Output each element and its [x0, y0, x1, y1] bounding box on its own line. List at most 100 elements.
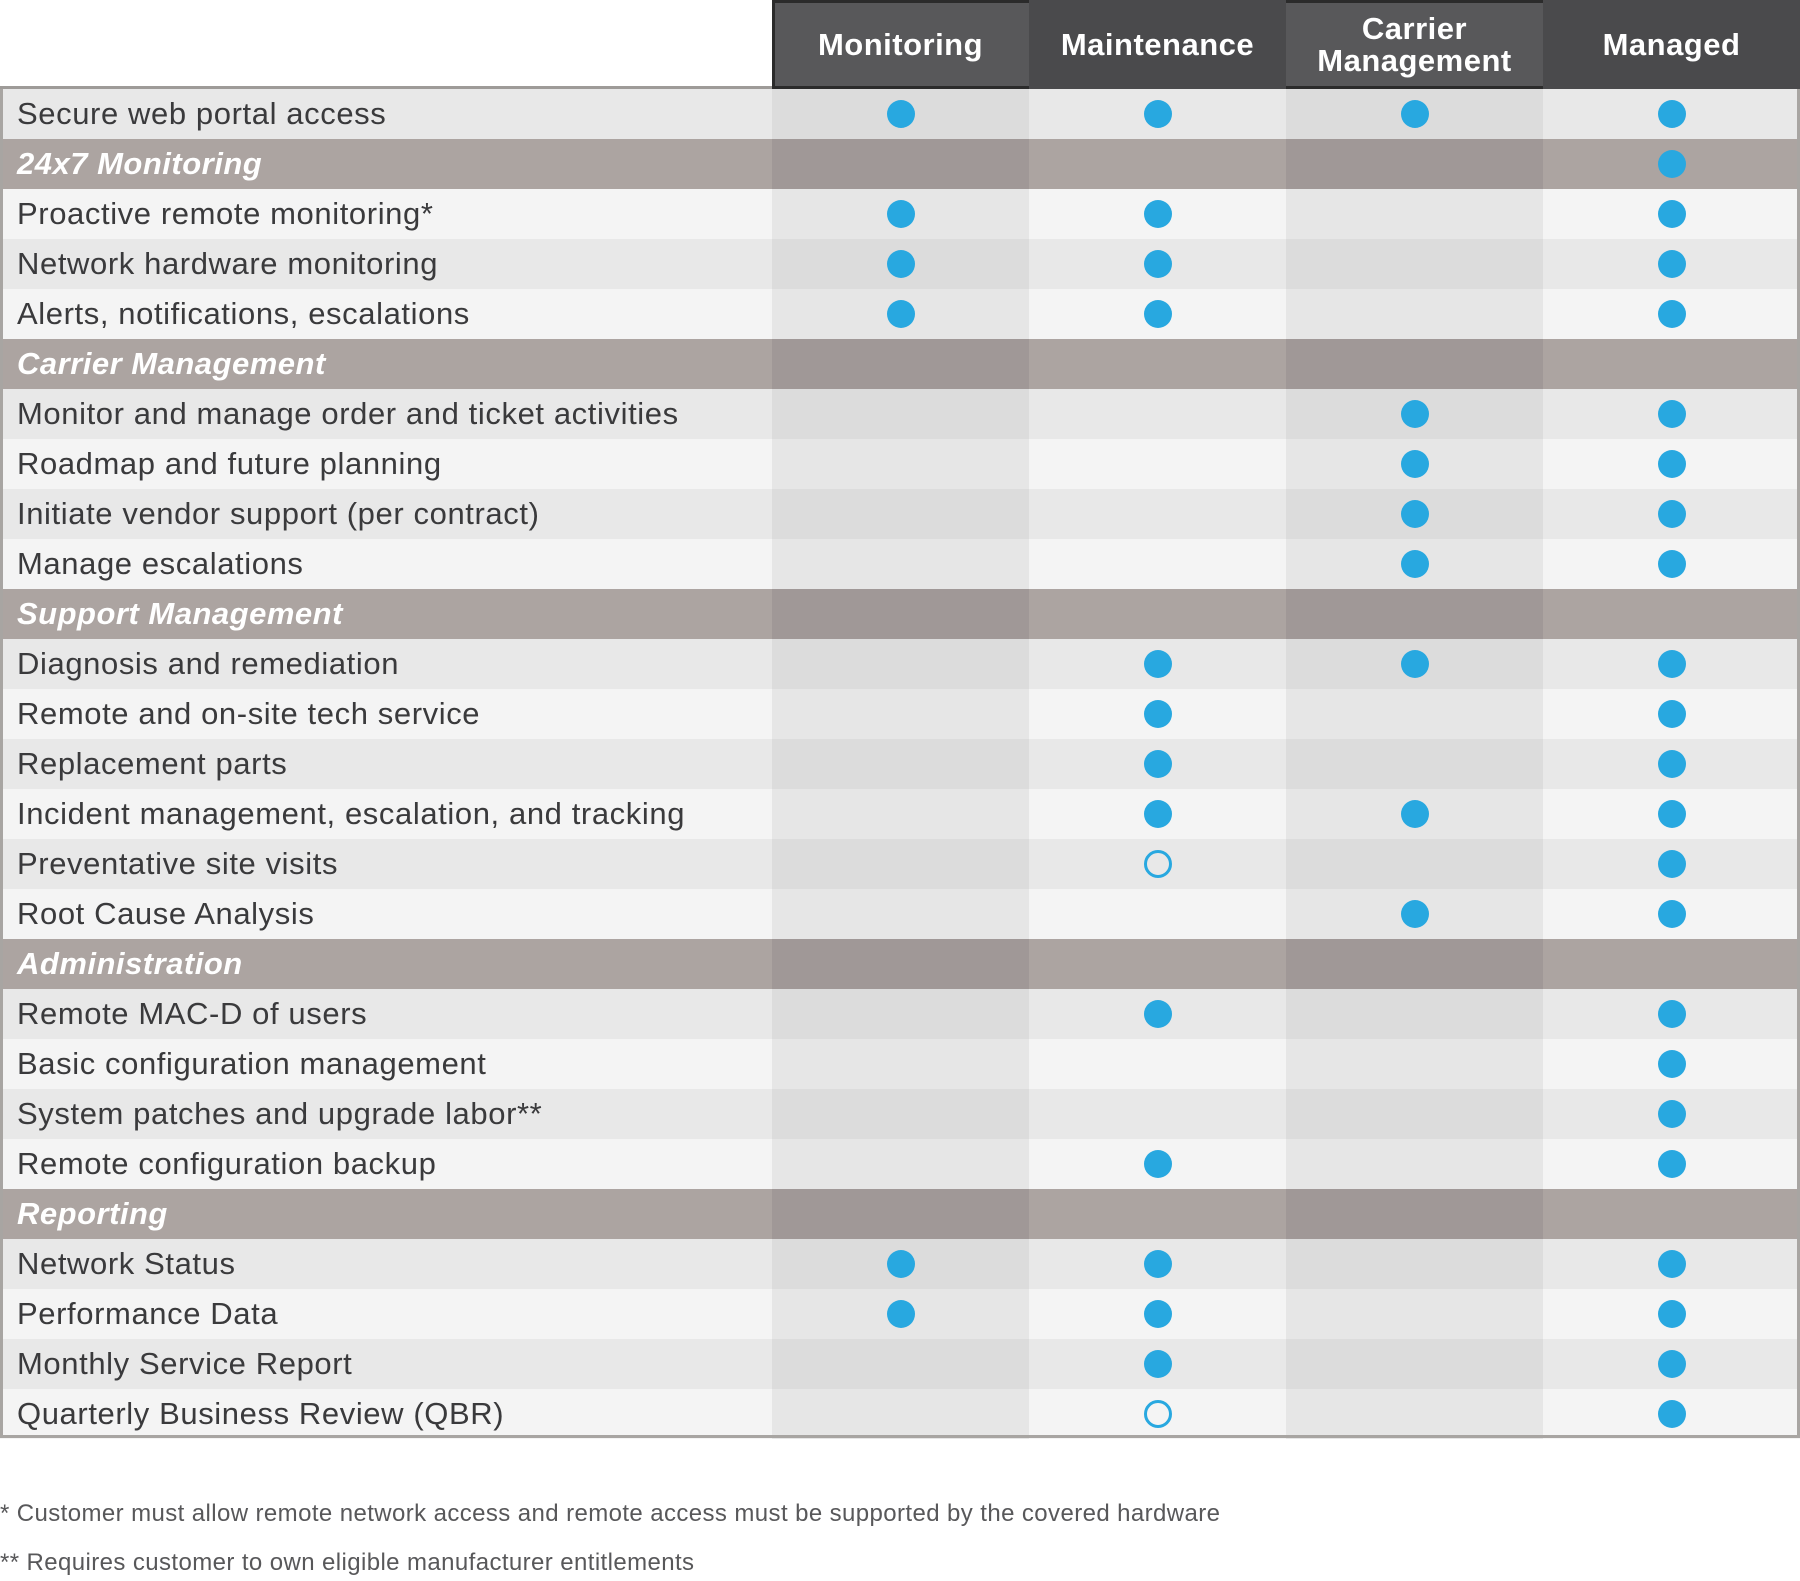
table-cell [1029, 889, 1286, 939]
table-cell [1029, 139, 1286, 189]
table-row: Preventative site visits [0, 839, 1800, 889]
included-dot-icon [1143, 700, 1172, 728]
table-cell [1543, 639, 1800, 689]
included-dot-icon [1657, 200, 1686, 228]
table-cell [1543, 689, 1800, 739]
section-header-row: Carrier Management [0, 339, 1800, 389]
table-cell [1543, 139, 1800, 189]
table-cell [1286, 739, 1543, 789]
table-cell [1029, 339, 1286, 389]
table-cell [772, 1339, 1029, 1389]
table-row: Network Status [0, 1239, 1800, 1289]
feature-label: Basic configuration management [0, 1039, 772, 1089]
table-cell [1286, 189, 1543, 239]
table-cell [1543, 189, 1800, 239]
included-dot-icon [1657, 1350, 1686, 1378]
included-dot-icon [1657, 650, 1686, 678]
included-dot-icon [1657, 1250, 1686, 1278]
included-dot-icon [1657, 400, 1686, 428]
table-cell [1543, 1389, 1800, 1439]
table-cell [1543, 1089, 1800, 1139]
table-row: Root Cause Analysis [0, 889, 1800, 939]
table-row: Initiate vendor support (per contract) [0, 489, 1800, 539]
table-cell [1029, 939, 1286, 989]
feature-label: Incident management, escalation, and tra… [0, 789, 772, 839]
table-row: Remote configuration backup [0, 1139, 1800, 1189]
table-cell [1029, 389, 1286, 439]
included-dot-icon [1143, 300, 1172, 328]
section-label: Support Management [0, 589, 772, 639]
included-dot-icon [1657, 550, 1686, 578]
feature-label: Performance Data [0, 1289, 772, 1339]
feature-label: Network Status [0, 1239, 772, 1289]
table-cell [1543, 1039, 1800, 1089]
table-body: Secure web portal access 24x7 Monitoring P… [0, 89, 1800, 1439]
included-dot-icon [1143, 650, 1172, 678]
table-cell [1286, 1039, 1543, 1089]
table-cell [772, 1139, 1029, 1189]
table-cell [1543, 589, 1800, 639]
table-cell [1286, 839, 1543, 889]
table-cell [1029, 89, 1286, 139]
table-cell [772, 339, 1029, 389]
included-dot-icon [1400, 800, 1429, 828]
table-cell [1543, 489, 1800, 539]
feature-label: Replacement parts [0, 739, 772, 789]
table-cell [1543, 789, 1800, 839]
table-cell [1543, 989, 1800, 1039]
feature-label: Monitor and manage order and ticket acti… [0, 389, 772, 439]
table-cell [1029, 789, 1286, 839]
included-dot-icon [1400, 650, 1429, 678]
table-cell [1543, 1139, 1800, 1189]
table-cell [1543, 389, 1800, 439]
section-header-row: Administration [0, 939, 1800, 989]
table-cell [772, 1089, 1029, 1139]
table-cell [1029, 1039, 1286, 1089]
table-cell [772, 789, 1029, 839]
section-label: Carrier Management [0, 339, 772, 389]
section-header-row: Support Management [0, 589, 1800, 639]
table-cell [1543, 939, 1800, 989]
table-cell [772, 289, 1029, 339]
optional-circle-icon [1143, 850, 1172, 878]
table-cell [772, 439, 1029, 489]
table-cell [1286, 489, 1543, 539]
table-cell [1543, 539, 1800, 589]
table-cell [772, 89, 1029, 139]
table-cell [1029, 289, 1286, 339]
table-cell [1029, 189, 1286, 239]
table-cell [1286, 1289, 1543, 1339]
feature-label: System patches and upgrade labor** [0, 1089, 772, 1139]
section-label: 24x7 Monitoring [0, 139, 772, 189]
table-row: Network hardware monitoring [0, 239, 1800, 289]
included-dot-icon [1143, 1000, 1172, 1028]
comparison-table: Monitoring Maintenance Carrier Managemen… [0, 0, 1800, 1439]
included-dot-icon [1657, 300, 1686, 328]
section-label: Administration [0, 939, 772, 989]
included-dot-icon [1657, 750, 1686, 778]
column-header-monitoring: Monitoring [817, 26, 984, 62]
included-dot-icon [1657, 1050, 1686, 1078]
table-cell [1286, 1389, 1543, 1439]
table-cell [1029, 1239, 1286, 1289]
column-header-carrier-management: Carrier Management [1286, 0, 1543, 89]
table-cell [1286, 789, 1543, 839]
table-cell [1286, 689, 1543, 739]
included-dot-icon [1657, 1400, 1686, 1428]
included-dot-icon [1657, 450, 1686, 478]
table-cell [1286, 289, 1543, 339]
included-dot-icon [1657, 1150, 1686, 1178]
table-cell [1029, 1389, 1286, 1439]
table-cell [1543, 439, 1800, 489]
table-cell [772, 989, 1029, 1039]
included-dot-icon [1657, 500, 1686, 528]
table-cell [772, 689, 1029, 739]
table-row: Performance Data [0, 1289, 1800, 1339]
table-cell [1543, 339, 1800, 389]
feature-label: Secure web portal access [0, 89, 772, 139]
feature-label: Monthly Service Report [0, 1339, 772, 1389]
included-dot-icon [1143, 800, 1172, 828]
table-cell [1543, 739, 1800, 789]
table-cell [1286, 539, 1543, 589]
table-cell [1543, 1189, 1800, 1239]
